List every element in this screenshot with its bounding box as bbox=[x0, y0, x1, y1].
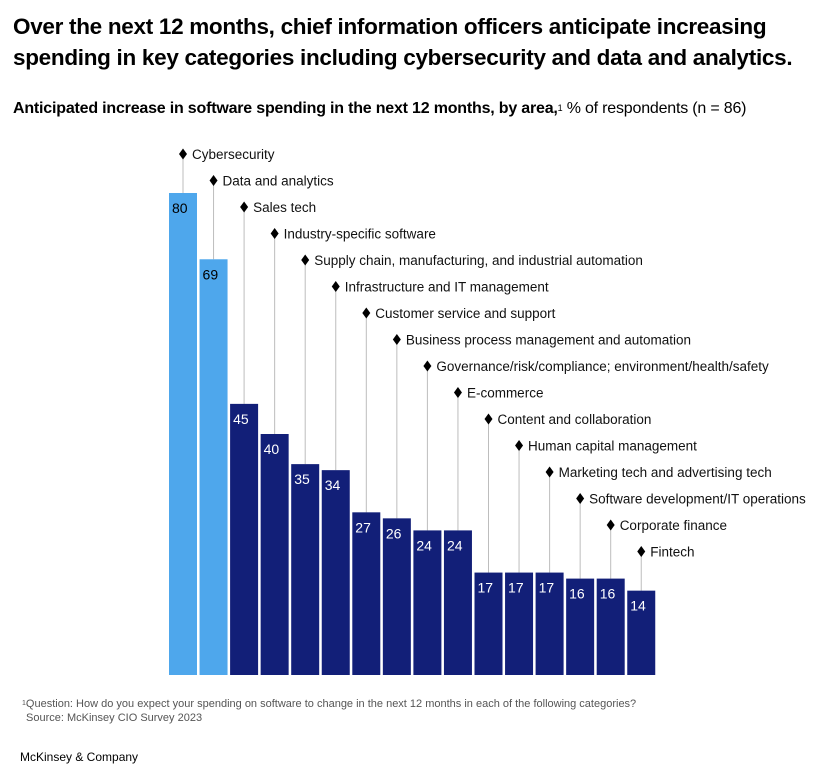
bar bbox=[321, 470, 350, 675]
category-label: Fintech bbox=[650, 545, 694, 560]
bar bbox=[443, 530, 472, 675]
category-label: Infrastructure and IT management bbox=[345, 280, 549, 295]
bar bbox=[260, 434, 289, 675]
bar-value-label: 80 bbox=[172, 200, 188, 216]
bar-value-label: 26 bbox=[386, 525, 402, 541]
bar bbox=[535, 572, 564, 675]
diamond-marker-icon bbox=[637, 546, 646, 557]
bar bbox=[566, 578, 595, 675]
chart-headline: Over the next 12 months, chief informati… bbox=[13, 14, 793, 70]
category-label: Sales tech bbox=[253, 200, 316, 215]
bar bbox=[230, 403, 259, 675]
subtitle-bold: Anticipated increase in software spendin… bbox=[13, 100, 558, 117]
diamond-marker-icon bbox=[270, 228, 279, 239]
diamond-marker-icon bbox=[331, 281, 340, 292]
bar-value-label: 17 bbox=[539, 580, 555, 596]
diamond-marker-icon bbox=[515, 440, 524, 451]
bar-chart: 80 69 45 40 35 34 27 26 24 24 17 17 17 16 16 14 Cyberse… bbox=[169, 147, 806, 675]
category-label: Human capital management bbox=[528, 439, 697, 454]
bar bbox=[352, 512, 381, 675]
bar-value-label: 24 bbox=[447, 537, 463, 553]
diamond-marker-icon bbox=[545, 466, 554, 478]
subtitle-units: % of respondents (n = 86) bbox=[562, 100, 747, 117]
bar-value-label: 35 bbox=[294, 471, 310, 487]
category-label: Data and analytics bbox=[223, 174, 334, 189]
brand-logo-text: McKinsey & Company bbox=[20, 750, 139, 764]
footnote-question: Question: How do you expect your spendin… bbox=[25, 698, 637, 710]
diamond-marker-icon bbox=[240, 201, 249, 213]
bar-value-label: 17 bbox=[478, 580, 494, 596]
category-label: Customer service and support bbox=[375, 306, 555, 321]
diamond-marker-icon bbox=[209, 175, 218, 186]
footnote-marker: 1 bbox=[22, 700, 26, 707]
bar bbox=[627, 590, 656, 675]
source-note: Source: McKinsey CIO Survey 2023 bbox=[26, 712, 203, 724]
bar-value-label: 14 bbox=[630, 598, 646, 614]
category-label: Marketing tech and advertising tech bbox=[559, 465, 772, 480]
bar-value-label: 27 bbox=[355, 519, 371, 535]
bar-value-label: 45 bbox=[233, 411, 249, 427]
bar-value-label: 24 bbox=[416, 537, 432, 553]
category-label: Cybersecurity bbox=[192, 147, 275, 162]
bars: 80 69 45 40 35 34 27 26 24 24 17 17 17 16 16 14 bbox=[169, 193, 656, 675]
diamond-marker-icon bbox=[484, 413, 493, 425]
bar bbox=[413, 530, 442, 675]
bar bbox=[505, 572, 534, 675]
category-label: Corporate finance bbox=[620, 518, 727, 533]
bar-value-label: 34 bbox=[325, 477, 341, 493]
bar-value-label: 16 bbox=[600, 586, 616, 602]
diamond-marker-icon bbox=[362, 307, 371, 319]
leader-lines bbox=[182, 154, 642, 591]
category-label: Content and collaboration bbox=[498, 412, 652, 427]
bar-value-label: 17 bbox=[508, 580, 524, 596]
bar-value-label: 16 bbox=[569, 586, 585, 602]
diamond-marker-icon bbox=[301, 254, 310, 266]
category-label: E-commerce bbox=[467, 386, 544, 401]
footnote: 1Question: How do you expect your spendi… bbox=[22, 697, 636, 725]
category-label: Business process management and automati… bbox=[406, 333, 691, 348]
bar bbox=[169, 193, 197, 675]
bar bbox=[474, 572, 503, 675]
bar bbox=[596, 578, 625, 675]
bar-value-label: 69 bbox=[203, 266, 219, 282]
diamond-marker-icon bbox=[179, 148, 187, 160]
diamond-marker-icon bbox=[576, 493, 585, 504]
category-label: Supply chain, manufacturing, and industr… bbox=[314, 253, 643, 268]
diamond-marker-icon bbox=[453, 387, 462, 398]
category-labels: Cybersecurity Data and analytics Sales tec… bbox=[179, 147, 806, 560]
subtitle-footnote-marker: 1 bbox=[557, 103, 563, 113]
diamond-marker-icon bbox=[392, 334, 401, 345]
diamond-marker-icon bbox=[606, 519, 615, 531]
bar bbox=[199, 259, 228, 675]
diamond-marker-icon bbox=[423, 360, 432, 372]
chart-subtitle: Anticipated increase in software spendin… bbox=[13, 99, 746, 119]
bar bbox=[382, 518, 411, 675]
bar-value-label: 40 bbox=[264, 441, 280, 457]
category-label: Industry-specific software bbox=[284, 227, 436, 242]
category-label: Software development/IT operations bbox=[589, 492, 806, 507]
bar bbox=[291, 464, 320, 675]
category-label: Governance/risk/compliance; environment/… bbox=[436, 359, 769, 374]
